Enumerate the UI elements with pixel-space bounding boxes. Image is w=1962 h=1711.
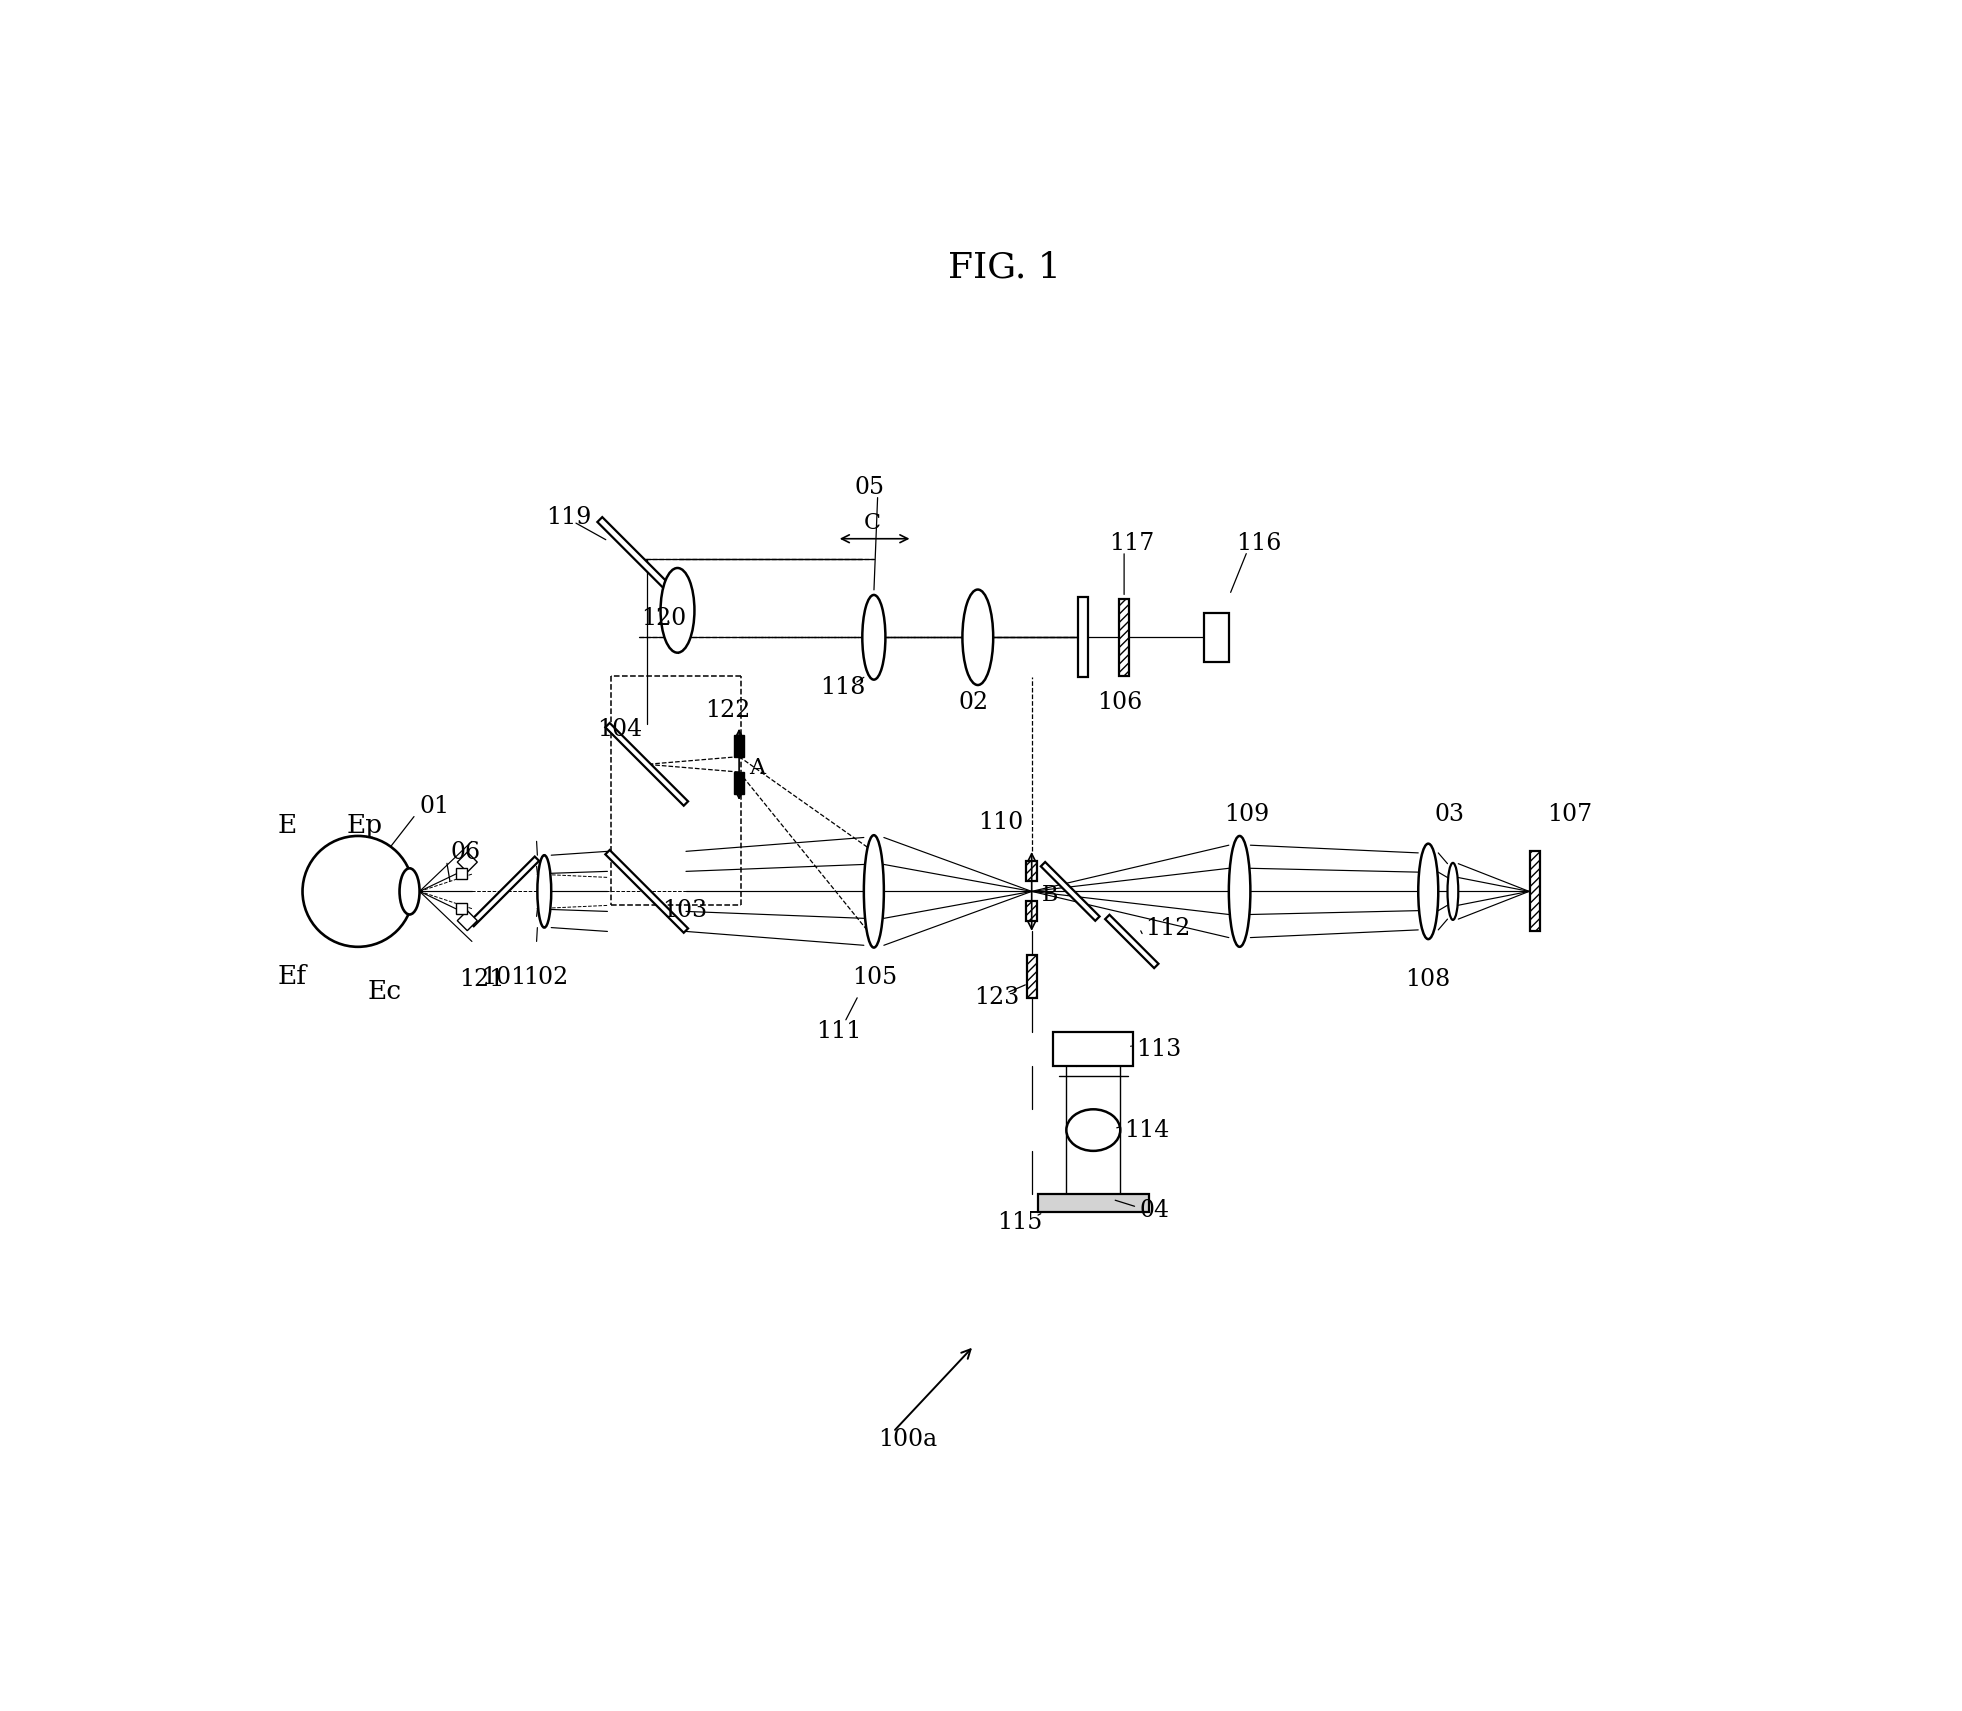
Text: 110: 110	[977, 811, 1022, 833]
Ellipse shape	[963, 590, 993, 684]
Polygon shape	[1040, 862, 1099, 921]
Text: 106: 106	[1097, 691, 1142, 713]
Text: 111: 111	[816, 1020, 861, 1044]
Ellipse shape	[538, 856, 551, 927]
Text: 119: 119	[547, 506, 593, 529]
Ellipse shape	[661, 568, 695, 652]
Bar	[734, 736, 744, 756]
Text: 113: 113	[1136, 1039, 1181, 1061]
Bar	[1026, 861, 1038, 881]
Text: 05: 05	[855, 476, 885, 498]
Polygon shape	[606, 850, 689, 932]
Text: 102: 102	[524, 967, 569, 989]
Text: 02: 02	[959, 691, 989, 713]
Text: 112: 112	[1146, 917, 1191, 939]
Ellipse shape	[400, 867, 420, 914]
Polygon shape	[457, 910, 477, 931]
Text: 101: 101	[481, 967, 526, 989]
Ellipse shape	[863, 835, 883, 948]
Text: 115: 115	[997, 1211, 1042, 1234]
Text: 01: 01	[420, 796, 449, 818]
Text: 120: 120	[642, 606, 687, 630]
Bar	[1026, 955, 1036, 998]
Bar	[1530, 852, 1540, 931]
Text: 118: 118	[820, 676, 865, 698]
Text: B: B	[1042, 885, 1058, 907]
Polygon shape	[457, 852, 477, 873]
Text: 100a: 100a	[877, 1429, 936, 1451]
Text: 109: 109	[1224, 802, 1269, 826]
Text: 107: 107	[1548, 802, 1593, 826]
Text: 116: 116	[1236, 532, 1281, 554]
Ellipse shape	[863, 595, 885, 679]
Ellipse shape	[1228, 837, 1250, 946]
Text: Ec: Ec	[367, 979, 402, 1004]
Polygon shape	[1105, 915, 1158, 968]
Text: E: E	[277, 813, 296, 838]
Polygon shape	[596, 517, 681, 601]
Bar	[1118, 599, 1130, 676]
Text: 121: 121	[459, 968, 504, 991]
Text: FIG. 1: FIG. 1	[948, 252, 1061, 284]
Bar	[1026, 902, 1038, 921]
Bar	[734, 772, 744, 794]
Text: Ep: Ep	[347, 813, 383, 838]
Ellipse shape	[1067, 1109, 1120, 1152]
Text: 04: 04	[1140, 1199, 1169, 1222]
Ellipse shape	[1419, 844, 1438, 939]
Text: 103: 103	[661, 900, 706, 922]
Polygon shape	[469, 857, 540, 926]
Bar	[1038, 1194, 1148, 1213]
Text: 06: 06	[451, 842, 481, 864]
Text: Ef: Ef	[277, 963, 306, 989]
Bar	[1079, 597, 1089, 678]
Polygon shape	[606, 724, 689, 806]
Text: 104: 104	[596, 719, 642, 741]
Bar	[1054, 1032, 1134, 1066]
Text: 123: 123	[973, 986, 1018, 1009]
Text: 114: 114	[1124, 1119, 1169, 1141]
Text: A: A	[749, 758, 765, 779]
Text: 108: 108	[1405, 968, 1450, 991]
Text: 105: 105	[852, 967, 897, 989]
Text: 117: 117	[1109, 532, 1154, 554]
Text: 122: 122	[704, 698, 749, 722]
Text: 03: 03	[1434, 802, 1464, 826]
Ellipse shape	[1448, 862, 1458, 921]
Text: C: C	[863, 512, 881, 534]
Bar	[455, 903, 467, 914]
Bar	[455, 867, 467, 879]
Bar	[1205, 613, 1228, 662]
